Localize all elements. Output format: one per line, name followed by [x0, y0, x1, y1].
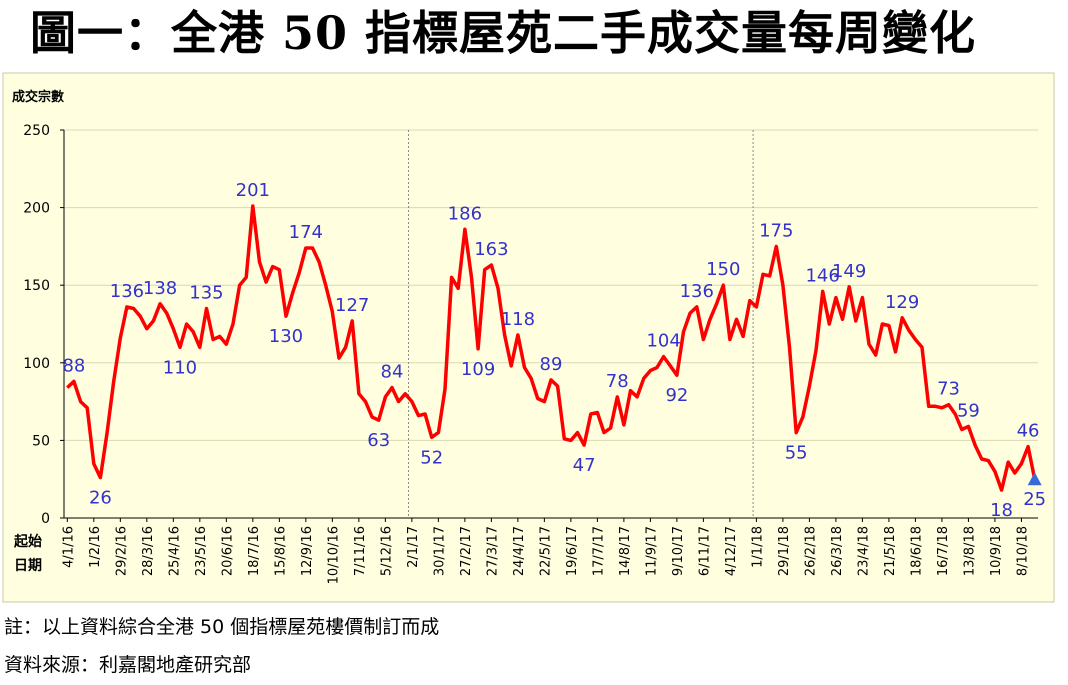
- footnote: 註：以上資料綜合全港 50 個指標屋苑樓價制訂而成: [4, 616, 440, 638]
- x-tick-label: 10/9/18: [989, 526, 1004, 576]
- data-label: 201: [236, 180, 270, 201]
- data-label: 136: [680, 281, 714, 302]
- x-tick-label: 21/5/18: [883, 526, 898, 576]
- data-label: 84: [381, 362, 404, 383]
- data-label: 63: [367, 430, 390, 451]
- data-label: 78: [606, 371, 629, 392]
- data-label: 135: [189, 282, 223, 303]
- source-note: 資料來源：利嘉閣地產研究部: [4, 654, 252, 676]
- x-tick-label: 4/1/16: [61, 526, 76, 568]
- x-tick-label: 20/6/16: [220, 526, 235, 576]
- data-label: 89: [540, 354, 563, 375]
- x-tick-label: 22/5/17: [538, 526, 553, 576]
- line-chart: 8826136138110135201130174127638452186109…: [2, 72, 1055, 603]
- x-tick-label: 29/2/16: [114, 526, 129, 576]
- x-tick-label: 24/4/17: [512, 526, 527, 576]
- data-label: 104: [646, 331, 680, 352]
- x-tick-label: 1/1/18: [750, 526, 765, 568]
- x-tick-label: 29/1/18: [777, 526, 792, 576]
- y-tick-label: 200: [23, 201, 50, 217]
- series-line: [66, 204, 1037, 492]
- data-label: 47: [573, 455, 596, 476]
- data-label: 92: [665, 385, 688, 406]
- x-tick-label: 26/2/18: [803, 526, 818, 576]
- data-label: 186: [448, 203, 482, 224]
- x-tick-label: 11/9/17: [644, 526, 659, 576]
- chart-title: 圖一：全港 50 指標屋苑二手成交量每周變化: [30, 6, 977, 60]
- data-label: 109: [461, 359, 495, 380]
- y-tick-label: 250: [23, 123, 50, 139]
- data-label: 149: [832, 261, 866, 282]
- x-tick-label: 4/12/17: [724, 526, 739, 576]
- x-tick-label: 6/11/17: [697, 526, 712, 576]
- x-tick-label: 16/7/18: [936, 526, 951, 576]
- last-point-marker: [1027, 472, 1042, 486]
- x-tick-label: 19/6/17: [565, 526, 580, 576]
- data-label: 46: [1017, 421, 1040, 442]
- data-label: 138: [143, 278, 177, 299]
- data-label: 136: [110, 281, 144, 302]
- x-tick-label: 27/2/17: [459, 526, 474, 576]
- x-axis-title-line2: 日期: [14, 558, 42, 574]
- data-label: 52: [420, 447, 443, 468]
- data-label: 88: [62, 355, 85, 376]
- x-tick-label: 18/7/16: [247, 526, 262, 576]
- data-label: 55: [785, 443, 808, 464]
- x-tick-label: 13/8/18: [962, 526, 977, 576]
- data-labels: 8826136138110135201130174127638452186109…: [62, 180, 1046, 521]
- x-tick-label: 23/5/16: [194, 526, 209, 576]
- y-axis-title: 成交宗數: [12, 89, 64, 105]
- data-label: 110: [163, 357, 197, 378]
- x-tick-label: 5/12/16: [379, 526, 394, 576]
- x-tick-label: 18/6/18: [909, 526, 924, 576]
- data-label: 118: [501, 309, 535, 330]
- data-label: 26: [89, 488, 112, 509]
- data-label: 59: [957, 400, 980, 421]
- data-label: 174: [289, 222, 323, 243]
- data-label: 175: [759, 220, 793, 241]
- data-label: 146: [805, 265, 839, 286]
- x-tick-label: 7/11/16: [353, 526, 368, 576]
- y-tick-label: 150: [23, 278, 50, 294]
- x-tick-label: 1/2/16: [88, 526, 103, 568]
- x-tick-label: 25/4/16: [167, 526, 182, 576]
- tick-labels: 0 50 100 150 200 250 4/1/16 1/2/16 29/2/16 28/3/1…: [23, 123, 1030, 584]
- series: [66, 204, 1042, 492]
- y-tick-label: 100: [23, 356, 50, 372]
- grid: [64, 129, 1038, 519]
- x-tick-label: 23/4/18: [856, 526, 871, 576]
- plot-area: [64, 130, 1038, 518]
- x-tick-label: 17/7/17: [591, 526, 606, 576]
- x-tick-label: 9/10/17: [671, 526, 686, 576]
- data-label: 130: [269, 326, 303, 347]
- x-tick-label: 8/10/18: [1015, 526, 1030, 576]
- x-axis-title-line1: 起始: [13, 533, 42, 550]
- x-tick-label: 14/8/17: [618, 526, 633, 576]
- data-label: 150: [706, 259, 740, 280]
- data-label: 18: [990, 500, 1013, 521]
- data-label: 25: [1023, 489, 1046, 510]
- x-tick-label: 10/10/16: [326, 526, 341, 584]
- data-label: 163: [474, 239, 508, 260]
- y-tick-label: 0: [41, 511, 50, 527]
- y-tick-label: 50: [32, 433, 50, 449]
- x-tick-label: 15/8/16: [273, 526, 288, 576]
- year-dividers: [408, 130, 754, 518]
- x-tick-label: 28/3/16: [141, 526, 156, 576]
- x-tick-label: 30/1/17: [432, 526, 447, 576]
- x-tick-label: 12/9/16: [300, 526, 315, 576]
- x-tick-label: 27/3/17: [485, 526, 500, 576]
- x-tick-label: 26/3/18: [830, 526, 845, 576]
- data-label: 73: [937, 379, 960, 400]
- data-label: 129: [885, 292, 919, 313]
- x-tick-label: 2/1/17: [406, 526, 421, 568]
- data-label: 127: [335, 295, 369, 316]
- axes: [60, 129, 1038, 522]
